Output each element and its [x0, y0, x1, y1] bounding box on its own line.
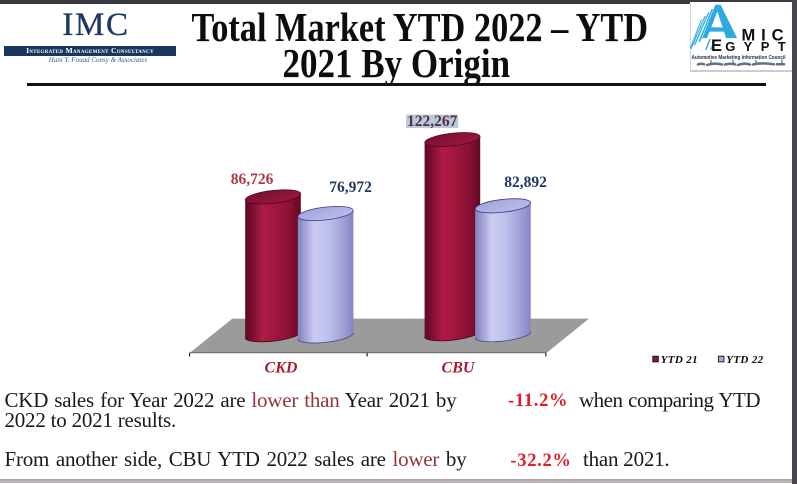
- svg-text:82,892: 82,892: [504, 174, 547, 191]
- svg-text:76,972: 76,972: [329, 179, 372, 196]
- svg-text:YTD 21: YTD 21: [661, 354, 698, 366]
- svg-text:CBU: CBU: [442, 360, 476, 377]
- svg-text:86,726: 86,726: [231, 171, 274, 188]
- svg-text:CKD: CKD: [265, 360, 298, 377]
- svg-text:Automotive Marketing Informati: Automotive Marketing Information Council: [692, 55, 786, 61]
- svg-text:E: E: [711, 37, 722, 55]
- svg-text:YTD 22: YTD 22: [726, 354, 763, 366]
- svg-text:122,267: 122,267: [407, 113, 458, 130]
- svg-text:MIC: MIC: [742, 26, 784, 44]
